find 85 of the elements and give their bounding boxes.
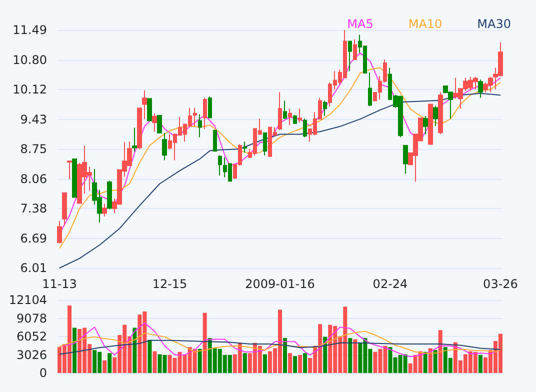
bar <box>202 312 207 373</box>
candlestick <box>288 108 292 126</box>
candlestick <box>147 98 152 122</box>
bar <box>288 353 292 373</box>
bar <box>283 338 288 373</box>
candlestick <box>72 158 77 198</box>
y-tick-label: 10.80 <box>12 52 47 67</box>
candlestick <box>428 104 433 145</box>
y-tick-label: 12104 <box>8 293 47 307</box>
candlestick <box>62 192 67 226</box>
line-series <box>59 330 501 354</box>
candlestick <box>283 100 287 120</box>
candlestick <box>203 97 207 130</box>
bar <box>438 330 442 373</box>
y-tick-label: 9.43 <box>20 112 47 126</box>
candlestick <box>198 114 202 138</box>
y-tick-label: 8.75 <box>20 142 47 156</box>
y-tick-label: 9078 <box>16 311 47 326</box>
bar <box>242 353 247 373</box>
line-series <box>59 340 501 355</box>
candlestick <box>67 160 72 180</box>
candlestick <box>208 96 212 118</box>
candlestick <box>478 79 483 98</box>
candlestick <box>152 112 157 132</box>
x-tick-label: 11-13 <box>42 277 77 291</box>
candlestick <box>102 203 107 217</box>
bar <box>353 339 358 373</box>
candlestick <box>57 220 62 244</box>
candlestick <box>132 127 137 152</box>
bar <box>72 328 77 373</box>
bar <box>298 354 302 373</box>
candlestick <box>433 106 438 126</box>
candlestick <box>368 72 372 107</box>
y-tick-label: 3026 <box>16 348 47 362</box>
x-tick-label: 2009-01-16 <box>245 277 315 291</box>
bar <box>428 348 432 373</box>
y-tick-label: 8.06 <box>20 172 47 186</box>
y-tick-label: 11.49 <box>12 23 47 37</box>
candlestick <box>263 132 267 156</box>
bar <box>148 340 152 373</box>
candlestick <box>323 100 327 116</box>
candlestick <box>213 130 217 152</box>
y-tick-label: 6.69 <box>20 231 47 246</box>
y-tick-label: 6052 <box>16 330 47 344</box>
y-tick-label: 10.12 <box>12 82 47 96</box>
candlestick <box>423 115 428 135</box>
bar <box>132 328 137 373</box>
candlestick <box>243 141 247 153</box>
candlestick <box>403 145 408 174</box>
candlestick <box>298 108 302 124</box>
bar <box>323 336 328 373</box>
candlestick <box>303 118 307 138</box>
bar <box>303 353 308 373</box>
candlestick <box>293 114 297 124</box>
bar <box>198 348 202 373</box>
bar <box>478 354 482 373</box>
candlestick <box>162 132 167 161</box>
bar <box>108 353 112 373</box>
line-series <box>59 92 501 268</box>
bar <box>348 338 352 373</box>
candlestick <box>438 92 443 135</box>
x-tick-label: 03-26 <box>483 277 518 291</box>
y-tick-label: 7.38 <box>20 202 47 216</box>
candlestick <box>348 40 352 72</box>
candlestick <box>157 114 162 134</box>
candlestick <box>142 90 147 120</box>
bar <box>262 354 267 373</box>
x-tick-label: 12-15 <box>152 277 188 291</box>
bar <box>423 352 428 373</box>
bar <box>152 351 157 373</box>
candlestick <box>278 92 282 130</box>
text: MA10 <box>408 17 442 31</box>
y-tick-label: 0 <box>39 366 47 380</box>
bar <box>293 356 298 373</box>
x-tick-label: 02-24 <box>372 277 408 291</box>
bar <box>102 360 107 373</box>
candlestick <box>107 180 112 210</box>
candlestick <box>137 108 142 150</box>
candlestick <box>218 154 222 176</box>
candlestick <box>193 107 197 126</box>
y-tick-label: 6.01 <box>20 261 47 275</box>
text: MA5 <box>347 17 374 31</box>
candlestick <box>353 39 357 60</box>
bar <box>433 350 438 373</box>
text: MA30 <box>477 17 512 31</box>
